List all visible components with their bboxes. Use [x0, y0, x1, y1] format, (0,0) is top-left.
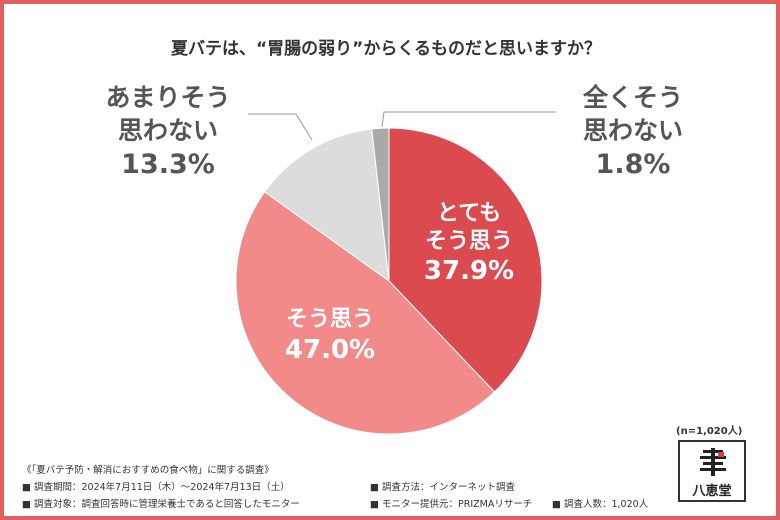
outer-label-strongly-disagree: 全くそう 思わない 1.8%	[558, 82, 708, 182]
outer-value-strongly-disagree: 1.8%	[595, 149, 671, 180]
slice-label-agree-line1: そう思う	[285, 307, 374, 332]
chart-title: 夏バテは、“胃腸の弱り”からくるものだと思いますか？	[170, 39, 601, 59]
survey-method: ■ 調査方法：インターネット調査	[370, 482, 515, 493]
outer-label-somewhat-disagree: あまりそう 思わない 13.3%	[88, 82, 248, 182]
slice-value-very-agree: 37.9%	[423, 256, 515, 286]
survey-count: ■ 調査人数：1,020人	[552, 499, 649, 510]
slice-value-agree: 47.0%	[284, 334, 376, 365]
slice-label-very-agree: とても そう思う 37.9%	[404, 200, 534, 288]
survey-period: ■ 調査期間：2024年7月11日（木）～2024年7月13日（土）	[22, 482, 290, 493]
pie-slice-somewhat-disagree	[263, 128, 390, 283]
outer-label-somewhat-disagree-line1: あまりそう	[105, 83, 231, 112]
leader-line-somewhat-disagree	[248, 113, 313, 141]
leader-line-strongly-disagree	[381, 111, 556, 128]
respondent-count: (n=1,020人)	[676, 426, 743, 437]
outer-label-strongly-disagree-line1: 全くそう	[582, 83, 683, 112]
slice-label-very-agree-line2: そう思う	[424, 228, 513, 254]
survey-title: 《「夏バテ予防・解消におすすめの食べ物」に関する調査》	[22, 465, 274, 476]
survey-provider: ■ モニター提供元：PRIZMAリサーチ	[370, 499, 533, 510]
pie-slice-strongly-disagree	[371, 127, 390, 282]
brand-logo: 八恵堂	[678, 440, 746, 502]
outer-label-strongly-disagree-line2: 思わない	[582, 115, 683, 145]
logo-mark-icon	[700, 448, 726, 476]
survey-target: ■ 調査対象：調査回答時に管理栄養士であると回答したモニター	[22, 499, 300, 510]
pie-slice-agree	[235, 191, 496, 435]
logo-name: 八恵堂	[692, 484, 732, 499]
outer-label-somewhat-disagree-line2: 思わない	[117, 115, 218, 145]
slice-label-very-agree-line1: とても	[436, 201, 502, 226]
outer-value-somewhat-disagree: 13.3%	[121, 149, 215, 180]
pie-slice-very-agree	[388, 127, 543, 393]
slice-label-agree: そう思う 47.0%	[270, 306, 390, 366]
